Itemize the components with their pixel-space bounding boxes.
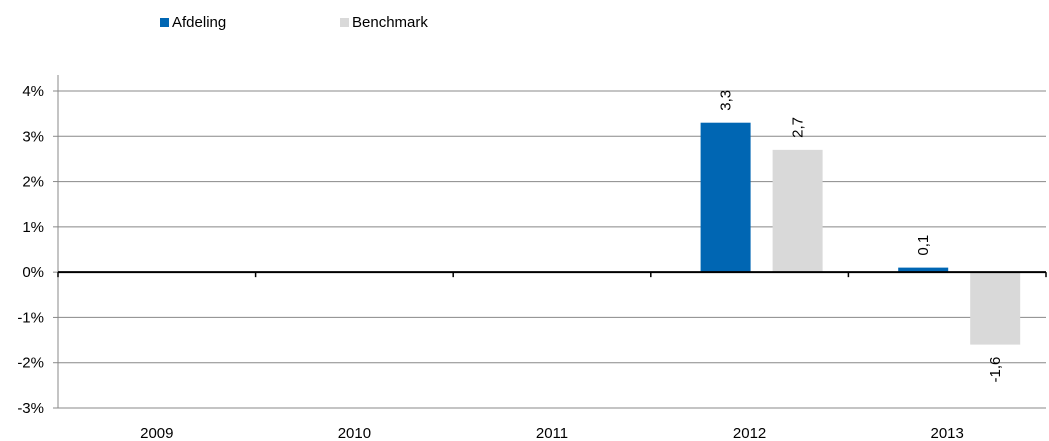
bar-afdeling-2012 (700, 122, 751, 273)
data-labels: 3,3 0,1 2,7 -1,6 (718, 90, 1005, 383)
x-tick-labels: 2009 2010 2011 2012 2013 (140, 425, 964, 441)
legend-item-afdeling: Afdeling (160, 14, 226, 31)
bar-benchmark-2013 (970, 272, 1021, 345)
y-tick-labels: 4% 3% 2% 1% 0% -1% -2% -3% (17, 83, 44, 417)
x-tick-label: 2011 (536, 425, 568, 441)
x-tick-label: 2010 (338, 425, 371, 441)
bar-afdeling-2013 (898, 267, 949, 273)
y-tick-label: -3% (17, 400, 44, 417)
bar-benchmark-2012 (772, 149, 823, 273)
y-tick-label: -2% (17, 355, 44, 372)
y-tick-label: 1% (22, 219, 44, 236)
data-label: 3,3 (718, 90, 735, 111)
y-tick-label: -1% (17, 309, 44, 326)
legend-swatch-benchmark (340, 18, 349, 27)
data-label: -1,6 (987, 357, 1004, 383)
y-tick-label: 4% (22, 83, 44, 100)
legend: Afdeling Benchmark (0, 14, 1049, 36)
data-label: 0,1 (915, 235, 932, 256)
grid-lines (58, 90, 1046, 409)
y-tick-label: 3% (22, 128, 44, 145)
y-tick-label: 0% (22, 264, 44, 281)
legend-label-afdeling: Afdeling (172, 14, 227, 31)
legend-label-benchmark: Benchmark (352, 14, 428, 31)
x-tick-label: 2013 (931, 425, 964, 441)
data-label: 2,7 (790, 117, 807, 138)
x-tick-label: 2009 (140, 425, 173, 441)
legend-item-benchmark: Benchmark (340, 14, 428, 31)
y-tick-label: 2% (22, 174, 44, 191)
axes (53, 75, 1047, 409)
bars (700, 122, 1021, 345)
x-tick-label: 2012 (733, 425, 766, 441)
legend-swatch-afdeling (160, 18, 169, 27)
